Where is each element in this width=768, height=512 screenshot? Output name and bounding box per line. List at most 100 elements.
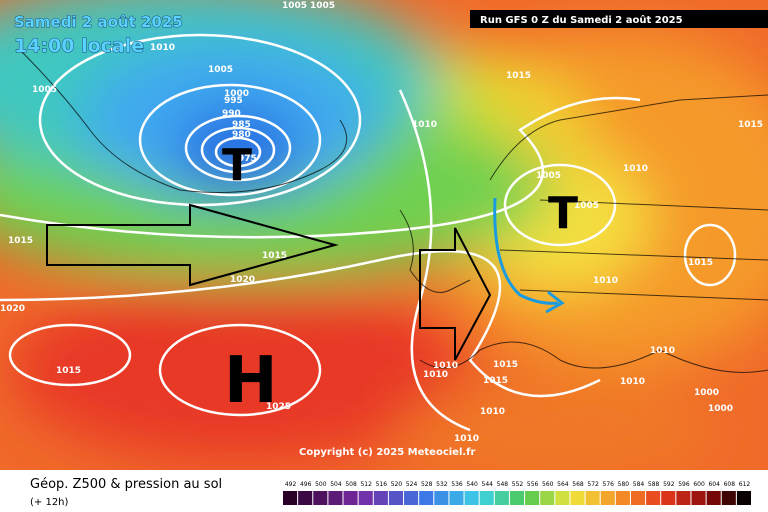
low-pressure-symbol: T	[222, 140, 252, 191]
pressure-label: 1010	[423, 370, 448, 380]
pressure-label: 1005	[536, 171, 561, 181]
colorbar-label: 560	[542, 481, 554, 488]
pressure-label: 1015	[506, 71, 531, 81]
pressure-label: 1025	[266, 402, 291, 412]
arrow-head	[545, 290, 565, 314]
colorbar-swatch	[283, 491, 298, 505]
pressure-label: 1010	[623, 164, 648, 174]
pressure-label: 1000	[694, 388, 719, 398]
high-pressure-symbol: H	[224, 344, 278, 418]
colorbar-label: 528	[421, 481, 433, 488]
pressure-label: 1015	[483, 376, 508, 386]
pressure-label: 1020	[230, 275, 255, 285]
colorbar-swatch	[630, 491, 646, 505]
colorbar-swatch	[615, 491, 630, 505]
colorbar-label: 584	[633, 481, 645, 488]
colorbar-swatch	[479, 491, 494, 505]
colorbar-swatch	[570, 491, 585, 505]
colorbar-swatch	[343, 491, 358, 505]
colorbar-label: 496	[300, 481, 312, 488]
colorbar-label: 568	[572, 481, 584, 488]
time-label: 14:00 locale	[14, 35, 144, 57]
colorbar-swatch	[706, 491, 721, 505]
colorbar-label: 540	[466, 481, 478, 488]
colorbar-label: 552	[512, 481, 524, 488]
colorbar-label: 588	[648, 481, 660, 488]
colorbar-label: 500	[315, 481, 327, 488]
colorbar-swatch	[419, 491, 434, 505]
colorbar-swatch	[373, 491, 388, 505]
colorbar-swatch	[736, 491, 751, 505]
footer-title: Géop. Z500 & pression au sol	[30, 477, 222, 492]
pressure-label: 990	[222, 109, 241, 119]
pressure-label: 1015	[738, 120, 763, 130]
pressure-label: 1010	[454, 434, 479, 444]
colorbar-label: 556	[527, 481, 539, 488]
colorbar-label: 536	[451, 481, 463, 488]
colorbar-label: 596	[678, 481, 690, 488]
coastlines	[19, 49, 768, 373]
colorbar-label: 524	[406, 481, 418, 488]
pressure-label: 985	[232, 120, 251, 130]
colorbar-swatch	[585, 491, 600, 505]
colorbar-swatch	[434, 491, 449, 505]
colorbar-swatch	[328, 491, 343, 505]
colorbar-swatch	[449, 491, 464, 505]
colorbar-swatch	[646, 491, 661, 505]
flow-arrow	[419, 227, 492, 361]
run-banner	[470, 10, 768, 28]
pressure-label: 980	[232, 130, 251, 140]
pressure-label: 1000	[224, 89, 249, 99]
pressure-label: 1015	[493, 360, 518, 370]
colorbar-label: 516	[376, 481, 388, 488]
colorbar-swatch	[525, 491, 540, 505]
colorbar-label: 544	[482, 481, 494, 488]
pressure-label: 1010	[650, 346, 675, 356]
colorbar-swatch	[721, 491, 736, 505]
colorbar-swatch	[358, 491, 373, 505]
copyright: Copyright (c) 2025 Meteociel.fr	[299, 447, 476, 458]
colorbar-swatch	[600, 491, 615, 505]
colorbar-label: 592	[663, 481, 675, 488]
colorbar-label: 608	[724, 481, 736, 488]
footer-subtitle: (+ 12h)	[30, 497, 69, 508]
colorbar-label: 564	[557, 481, 569, 488]
pressure-label: 1005	[32, 85, 57, 95]
pressure-label: 1010	[412, 120, 437, 130]
flow-arrow	[493, 197, 559, 305]
colorbar-swatch	[540, 491, 555, 505]
pressure-label: 1005	[574, 201, 599, 211]
colorbar-swatch	[464, 491, 479, 505]
pressure-label: 1005	[208, 65, 233, 75]
pressure-label: 1000	[708, 404, 733, 414]
pressure-label: 975	[238, 154, 257, 164]
pressure-label: 1015	[262, 251, 287, 261]
low-pressure-symbol: T	[548, 188, 578, 239]
colorbar-swatch	[509, 491, 525, 505]
colorbar-label: 580	[618, 481, 630, 488]
colorbar-label: 576	[603, 481, 615, 488]
pressure-label: 1020	[0, 304, 25, 314]
colorbar-swatch	[313, 491, 328, 505]
colorbar-swatch	[494, 491, 509, 505]
isobars	[0, 33, 737, 432]
pressure-label: 1015	[8, 236, 33, 246]
colorbar-label: 492	[285, 481, 297, 488]
run-label: Run GFS 0 Z du Samedi 2 août 2025	[480, 14, 683, 26]
pressure-label: 1015	[688, 258, 713, 268]
colorbar-swatch	[388, 491, 404, 505]
colorbar-label: 600	[693, 481, 705, 488]
colorbar-swatch	[691, 491, 706, 505]
pressure-label: 1010	[593, 276, 618, 286]
colorbar-label: 604	[708, 481, 720, 488]
pressure-label: 1005	[310, 1, 335, 11]
colorbar-swatch	[404, 491, 419, 505]
colorbar-label: 612	[739, 481, 751, 488]
pressure-label: 995	[224, 96, 243, 106]
colorbar-label: 572	[587, 481, 599, 488]
pressure-label: 1010	[480, 407, 505, 417]
colorbar-label: 532	[436, 481, 448, 488]
flow-arrow	[46, 203, 339, 287]
colorbar-label: 508	[345, 481, 357, 488]
